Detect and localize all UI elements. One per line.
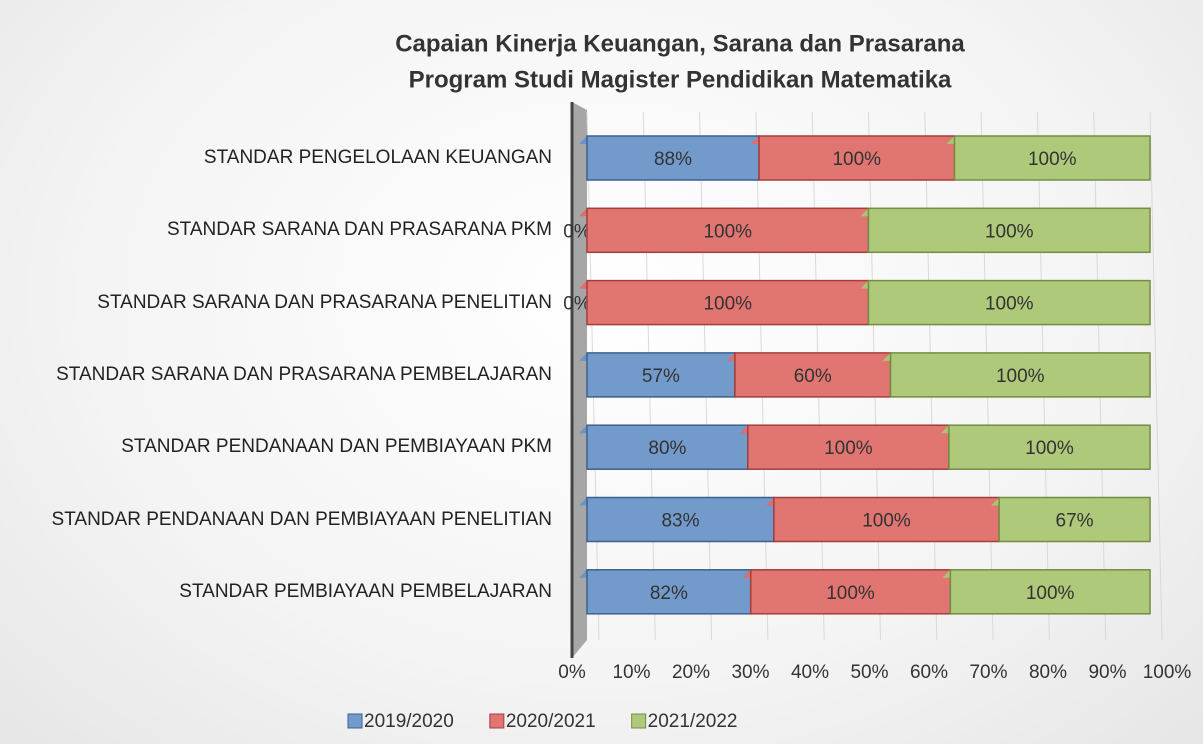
bar	[586, 352, 736, 398]
data-label: 57%	[642, 366, 680, 387]
data-label: 67%	[1056, 511, 1094, 532]
data-label: 100%	[862, 511, 911, 532]
grid-line	[1149, 111, 1163, 641]
data-label: 100%	[826, 583, 875, 604]
bar	[867, 279, 1151, 326]
data-label: 60%	[794, 366, 832, 387]
chart-title: Program Studi Magister Pendidikan Matema…	[409, 66, 952, 93]
data-label: 100%	[996, 366, 1045, 387]
bar	[586, 207, 870, 254]
data-label: 100%	[824, 438, 873, 459]
data-label: 80%	[648, 438, 686, 459]
data-label: 100%	[703, 221, 752, 242]
bar	[953, 135, 1151, 181]
data-label: 82%	[650, 583, 688, 604]
data-label: 0%	[563, 294, 591, 315]
legend-label: 2020/2021	[506, 711, 596, 732]
data-label: 100%	[1028, 149, 1077, 170]
data-label: 0%	[563, 221, 591, 242]
legend-swatch	[631, 713, 647, 729]
x-tick-label: 10%	[612, 662, 650, 683]
y-tick-label: STANDAR SARANA DAN PRASARANA PKM	[166, 219, 552, 241]
bar	[773, 496, 1000, 543]
x-tick-label: 100%	[1143, 662, 1192, 683]
bar	[889, 352, 1151, 398]
x-tick-label: 0%	[558, 662, 586, 683]
bar	[949, 569, 1151, 615]
x-tick-label: 50%	[850, 662, 888, 683]
legend-swatch	[489, 713, 505, 729]
data-label: 100%	[703, 294, 752, 315]
y-tick-label: STANDAR PENDANAAN DAN PEMBIAYAAN PENELIT…	[51, 508, 552, 530]
x-tick-label: 70%	[969, 662, 1007, 683]
data-label: 100%	[832, 149, 881, 170]
bar	[758, 135, 956, 181]
legend-label: 2019/2020	[364, 711, 454, 732]
bar	[586, 279, 870, 326]
y-tick-label: STANDAR PENDANAAN DAN PEMBIAYAAN PKM	[121, 436, 552, 458]
bar	[998, 496, 1151, 543]
x-tick-label: 60%	[910, 662, 948, 683]
legend-label: 2021/2022	[648, 711, 738, 732]
bar	[749, 569, 952, 615]
y-tick-label: STANDAR SARANA DAN PRASARANA PEMBELAJARA…	[56, 363, 552, 385]
y-tick-label: STANDAR PENGELOLAAN KEUANGAN	[203, 147, 552, 168]
bar	[747, 424, 950, 470]
bar	[734, 352, 892, 398]
data-label: 83%	[661, 511, 699, 532]
x-tick-label: 30%	[731, 662, 769, 683]
data-label: 100%	[985, 221, 1034, 242]
axis-wall	[572, 102, 587, 658]
legend-swatch	[347, 713, 363, 729]
y-tick-label: STANDAR SARANA DAN PRASARANA PENELITIAN	[97, 291, 552, 313]
data-label: 100%	[985, 294, 1034, 315]
x-tick-label: 20%	[672, 662, 710, 683]
x-tick-label: 90%	[1088, 662, 1126, 683]
y-tick-label: STANDAR PEMBIAYAAN PEMBELAJARAN	[179, 580, 552, 602]
bar	[867, 207, 1151, 254]
data-label: 88%	[654, 149, 692, 170]
bar	[586, 135, 760, 181]
data-label: 100%	[1026, 583, 1075, 604]
x-tick-label: 80%	[1029, 662, 1067, 683]
bar	[948, 424, 1151, 470]
data-label: 100%	[1025, 438, 1074, 459]
chart-title: Capaian Kinerja Keuangan, Sarana dan Pra…	[395, 30, 965, 57]
x-tick-label: 40%	[791, 662, 829, 683]
